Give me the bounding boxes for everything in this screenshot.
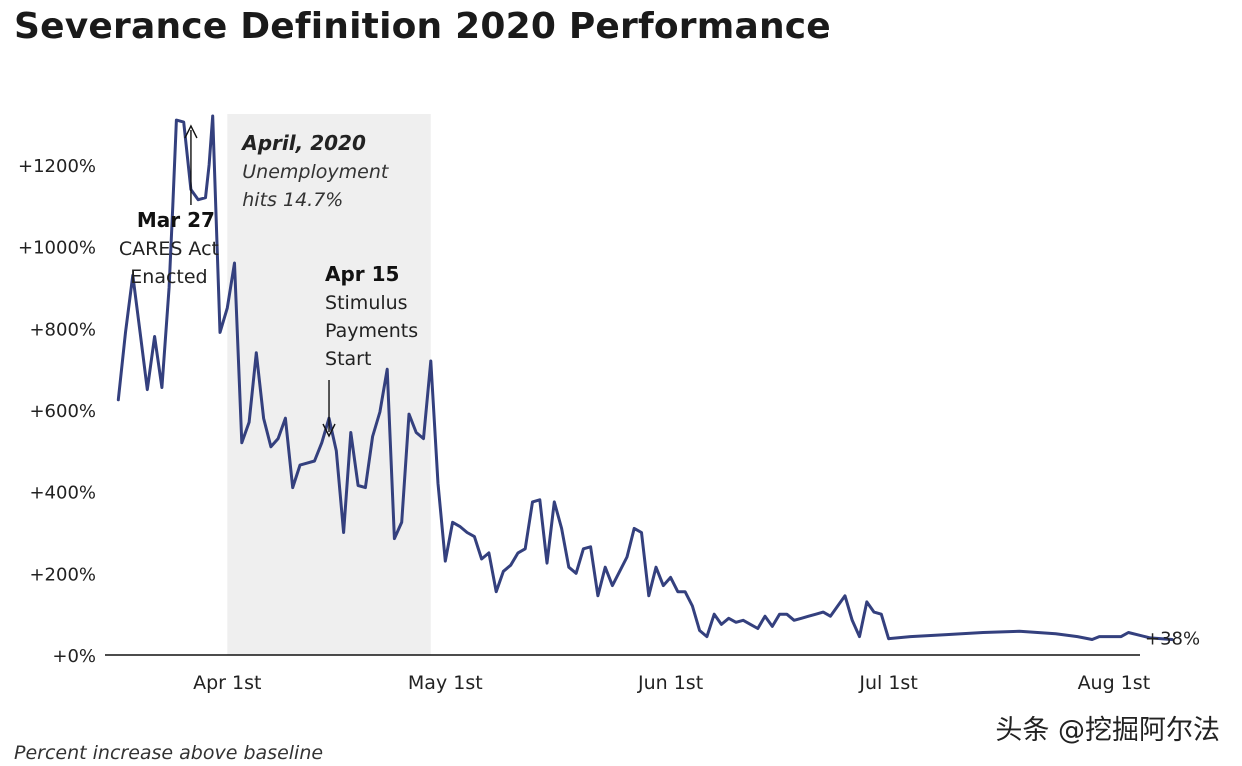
chart-title: Severance Definition 2020 Performance [14,6,831,47]
y-tick-label: +400% [29,483,96,504]
shaded-region-subtitle-line: Unemployment [242,161,390,183]
stimulus-arrow-head [322,423,336,438]
y-tick-label: +800% [29,319,96,340]
x-tick-label: Apr 1st [193,672,261,694]
y-tick-label: +600% [29,401,96,422]
cares-arrow-head [184,124,198,139]
y-tick-label: +0% [52,646,96,667]
stimulus-annotation-date: Apr 15 [325,262,399,286]
watermark: 头条 @挖掘阿尔法 [995,715,1220,746]
x-tick-label: Jul 1st [858,672,917,694]
y-tick-label: +200% [29,564,96,585]
cares-annotation-line: Enacted [130,266,207,288]
cares-annotation-date: Mar 27 [137,208,215,232]
stimulus-annotation-line: Start [325,348,371,370]
y-tick-label: +1200% [18,156,96,177]
end-value-label: +38% [1145,628,1200,649]
shaded-region-title: April, 2020 [240,131,366,155]
x-tick-label: Jun 1st [637,672,703,694]
shaded-region-subtitle-line: hits 14.7% [242,189,343,211]
series-line-severance [116,114,1174,641]
y-axis-caption: Percent increase above baseline [14,742,324,764]
x-tick-label: Aug 1st [1078,672,1151,694]
cares-annotation-line: CARES Act [119,238,219,260]
stimulus-annotation-line: Stimulus [325,292,408,314]
stimulus-annotation-line: Payments [325,320,418,342]
x-tick-label: May 1st [408,672,483,694]
y-tick-label: +1000% [18,238,96,259]
